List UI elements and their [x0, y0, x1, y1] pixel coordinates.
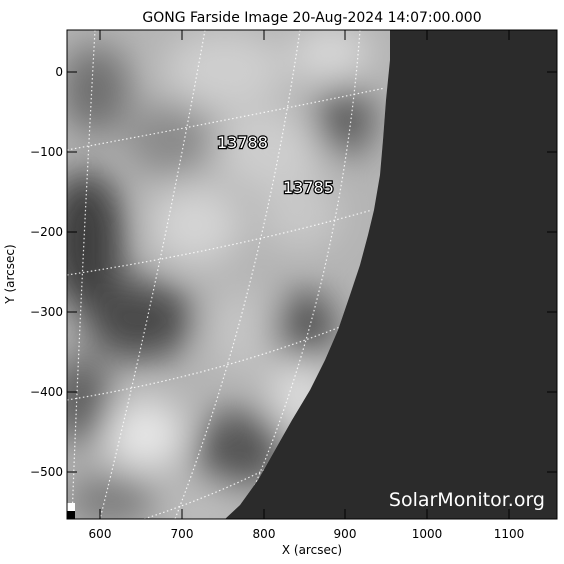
x-tick-label: 1100 [494, 527, 525, 541]
x-tick-label: 1000 [412, 527, 443, 541]
corner-marker [67, 503, 75, 511]
region-label-13788: 13788 [217, 133, 268, 152]
region-label-13785: 13785 [283, 178, 334, 197]
y-tick-label: −400 [30, 385, 63, 399]
x-tick-label: 600 [89, 527, 112, 541]
y-tick-label: 0 [55, 65, 63, 79]
y-tick-label: −500 [30, 465, 63, 479]
plot-area: 13788 13785 SolarMonitor.org [67, 30, 557, 519]
solar-disk-map [67, 30, 390, 519]
x-tick-label: 700 [171, 527, 194, 541]
watermark: SolarMonitor.org [389, 489, 545, 511]
y-tick-label: −200 [30, 225, 63, 239]
plot-title: GONG Farside Image 20-Aug-2024 14:07:00.… [142, 10, 481, 26]
y-axis-label: Y (arcsec) [3, 244, 17, 304]
plot-frame [66, 29, 558, 520]
x-tick-label: 900 [334, 527, 357, 541]
y-tick-label: −100 [30, 145, 63, 159]
x-axis-label: X (arcsec) [282, 543, 342, 557]
y-tick-label: −300 [30, 305, 63, 319]
axis-ticks [67, 30, 557, 519]
heliographic-grid [67, 30, 386, 519]
x-tick-label: 800 [253, 527, 276, 541]
